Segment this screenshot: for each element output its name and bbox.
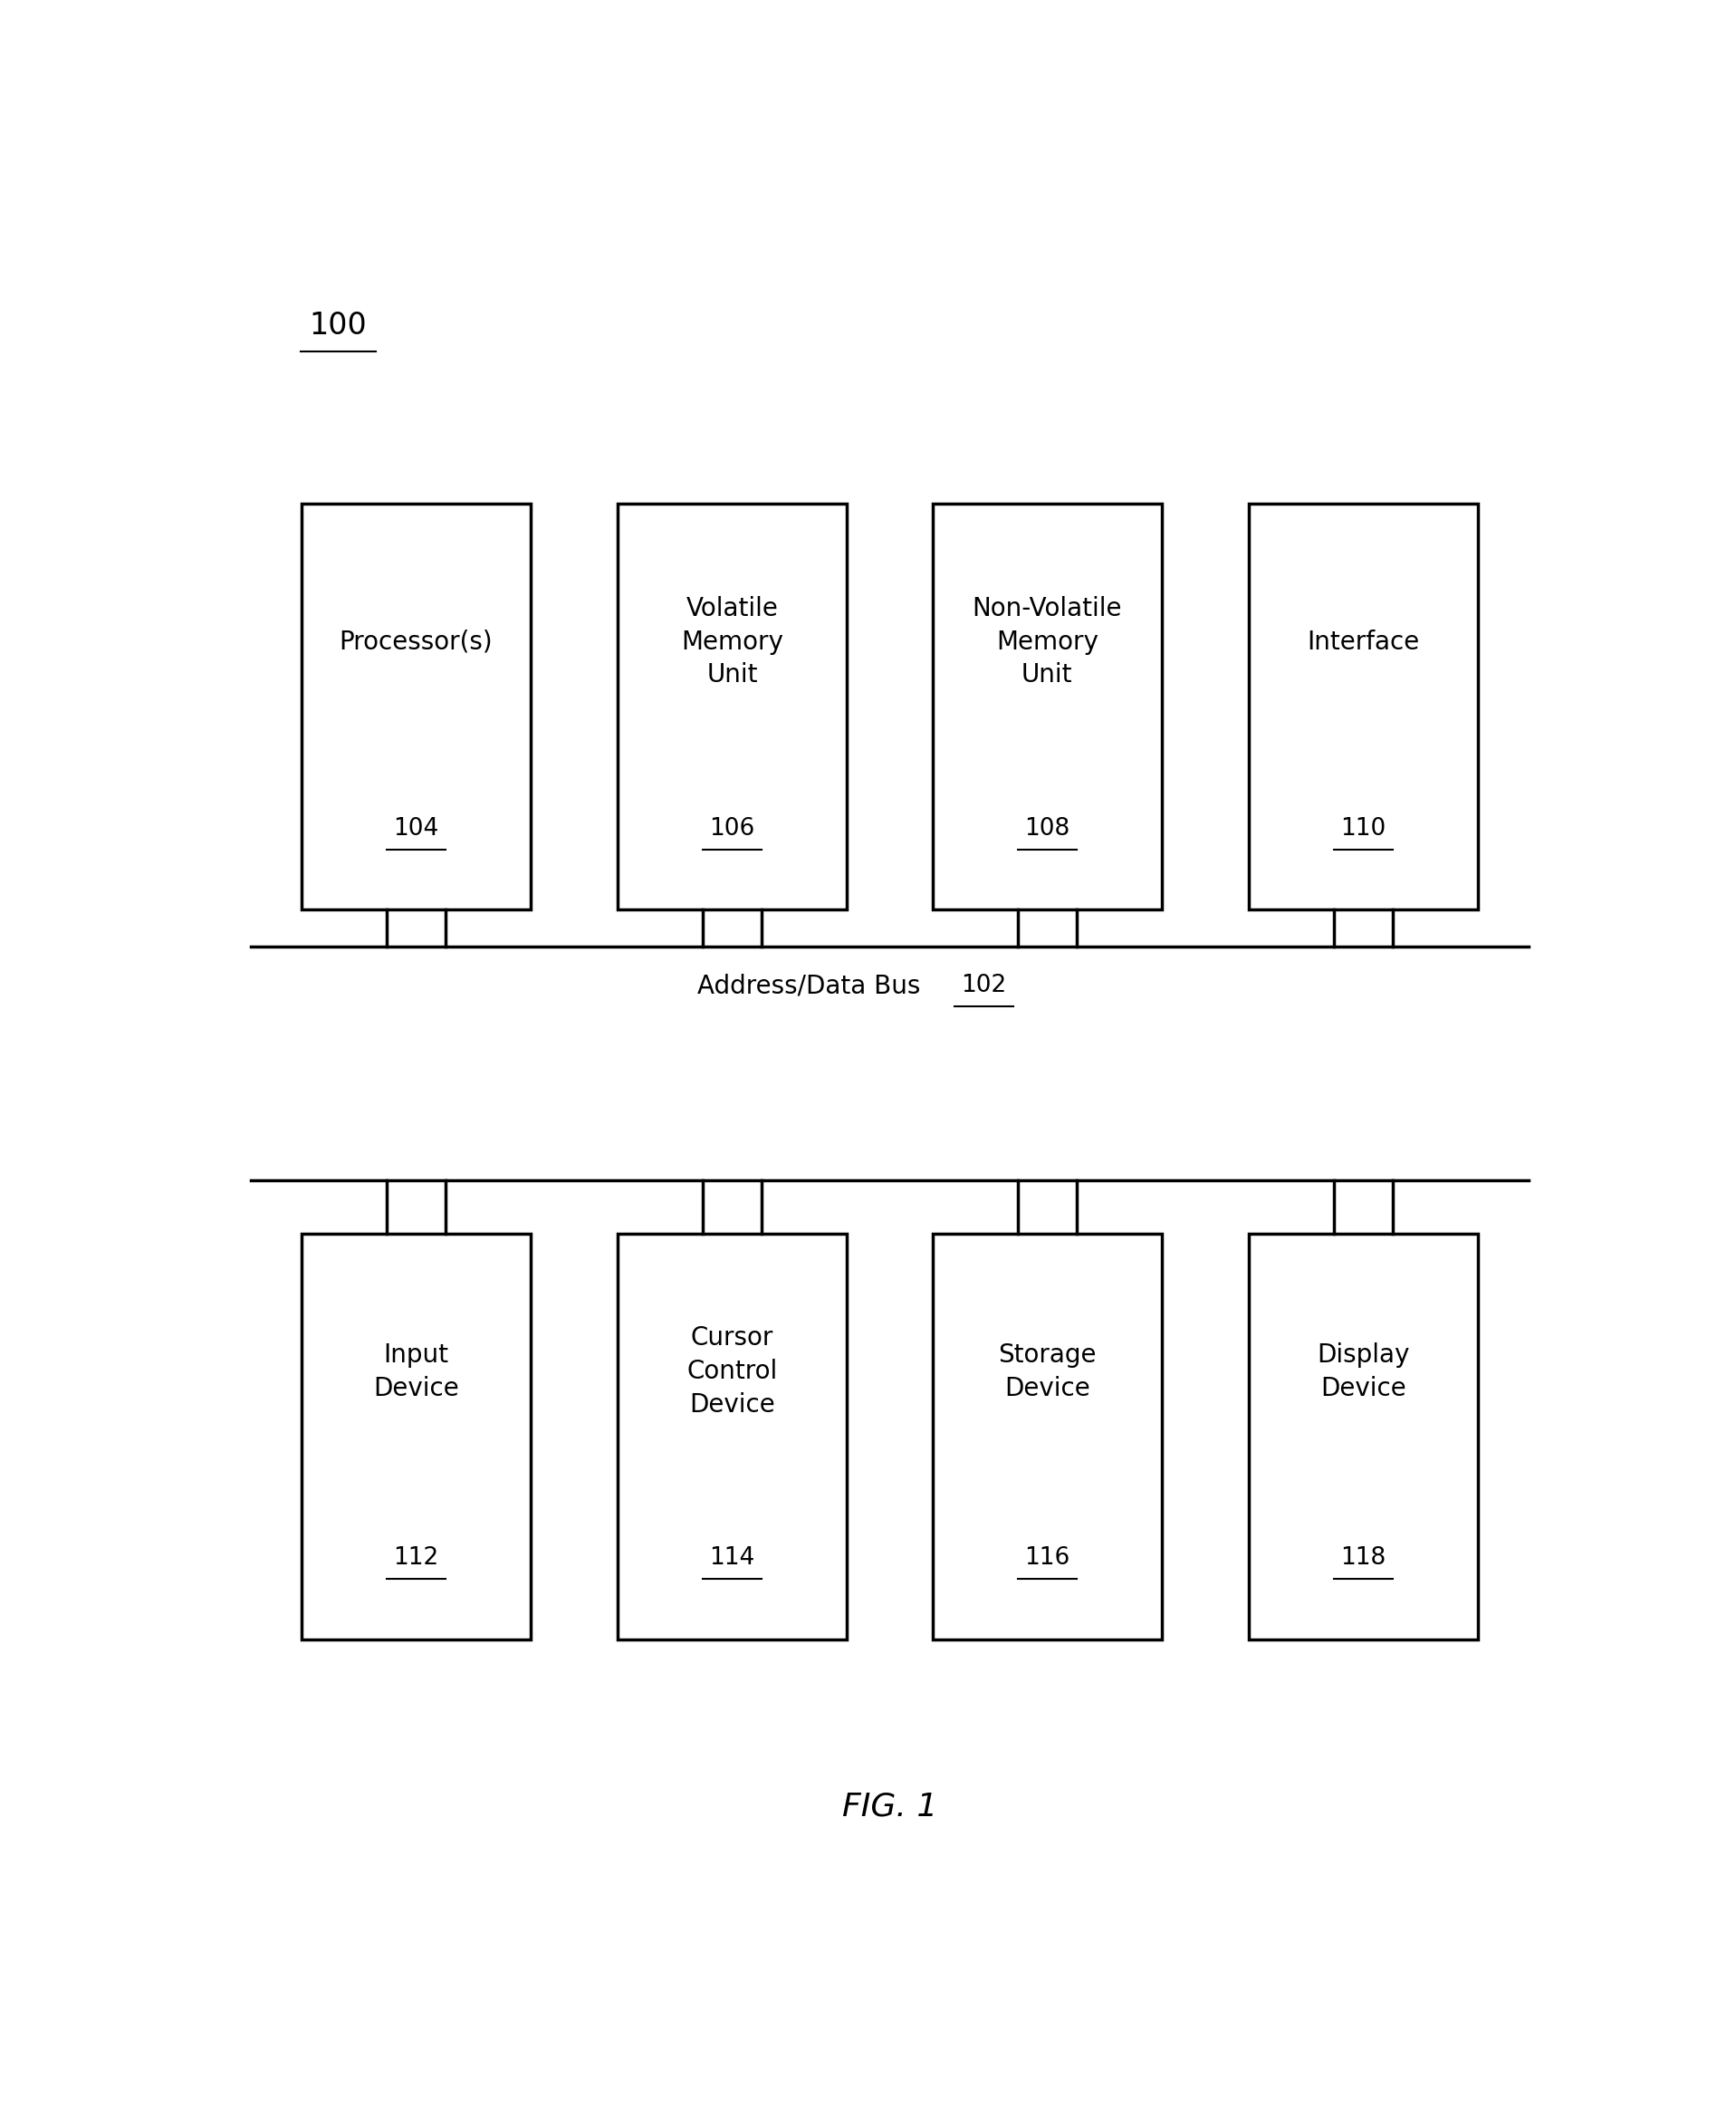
Text: 104: 104 xyxy=(394,817,439,840)
Text: Interface: Interface xyxy=(1307,630,1420,655)
Text: 106: 106 xyxy=(710,817,755,840)
Bar xyxy=(302,1234,531,1638)
Text: Storage
Device: Storage Device xyxy=(998,1342,1095,1400)
Bar xyxy=(302,503,531,910)
Text: 112: 112 xyxy=(394,1546,439,1569)
Text: Cursor
Control
Device: Cursor Control Device xyxy=(687,1325,778,1417)
Text: 116: 116 xyxy=(1024,1546,1069,1569)
Bar xyxy=(618,503,847,910)
Text: Input
Device: Input Device xyxy=(373,1342,458,1400)
Text: Address/Data Bus: Address/Data Bus xyxy=(698,973,920,998)
Text: 114: 114 xyxy=(710,1546,755,1569)
Text: 108: 108 xyxy=(1024,817,1069,840)
Text: Non-Volatile
Memory
Unit: Non-Volatile Memory Unit xyxy=(972,596,1121,689)
Text: 100: 100 xyxy=(309,312,366,341)
Text: Volatile
Memory
Unit: Volatile Memory Unit xyxy=(681,596,783,689)
Bar xyxy=(932,1234,1161,1638)
Text: 118: 118 xyxy=(1340,1546,1385,1569)
Bar xyxy=(1248,503,1477,910)
Bar xyxy=(932,503,1161,910)
Text: Processor(s): Processor(s) xyxy=(339,630,493,655)
Bar xyxy=(1248,1234,1477,1638)
Text: FIG. 1: FIG. 1 xyxy=(842,1790,937,1822)
Text: 102: 102 xyxy=(962,973,1007,998)
Bar xyxy=(618,1234,847,1638)
Text: Display
Device: Display Device xyxy=(1318,1342,1410,1400)
Text: 110: 110 xyxy=(1340,817,1385,840)
